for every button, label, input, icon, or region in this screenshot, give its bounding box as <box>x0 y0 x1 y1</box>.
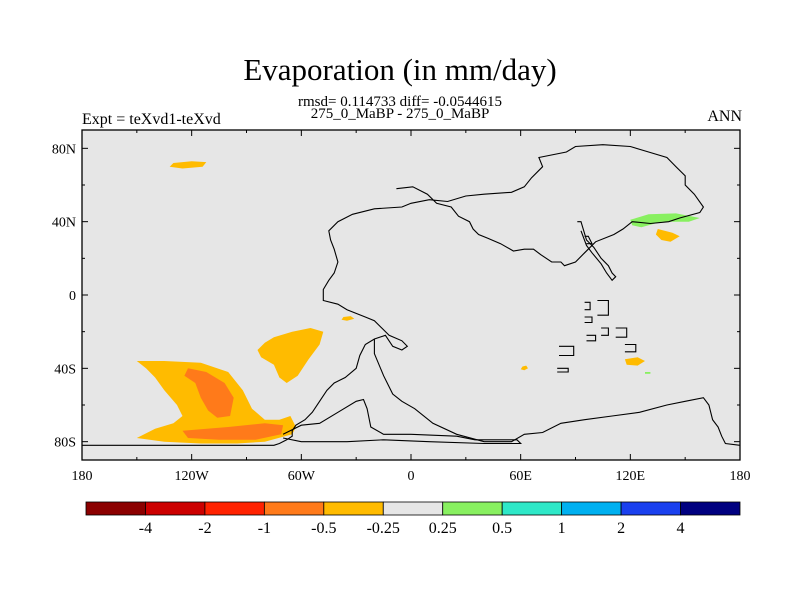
contour-region-3 <box>341 316 355 321</box>
coastline-12 <box>584 235 593 245</box>
colorbar-label: 0.5 <box>492 520 512 537</box>
colorbar-label: -2 <box>198 520 211 537</box>
colorbar-swatch <box>145 501 206 516</box>
colorbar-label: 4 <box>677 520 685 537</box>
contour-region-4 <box>184 368 234 418</box>
colorbar-label: 2 <box>617 520 625 537</box>
coastline-2 <box>282 398 523 445</box>
colorbar-swatch <box>501 501 563 516</box>
colorbar-swatch <box>323 501 384 516</box>
colorbar-swatch <box>204 501 265 516</box>
chart-subtitle: rmsd= 0.114733 diff= -0.0544615 <box>298 94 502 110</box>
x-tick-label: 60W <box>288 469 316 484</box>
colorbar-label: -0.5 <box>311 520 336 537</box>
x-tick-label: 180 <box>72 469 93 484</box>
colorbar-swatch <box>263 501 325 516</box>
colorbar-label: -4 <box>139 520 152 537</box>
coastline-10 <box>586 334 597 342</box>
colorbar-label: 1 <box>558 520 566 537</box>
colorbar-label: -0.25 <box>367 520 400 537</box>
colorbar-swatch <box>85 501 146 516</box>
colorbar-swatch <box>561 501 622 516</box>
colorbar-swatch <box>382 501 444 516</box>
contour-region-5 <box>182 423 284 440</box>
coastline-3 <box>559 345 575 357</box>
contour-region-2 <box>257 328 324 383</box>
colorbar-swatch <box>442 501 503 516</box>
contour-region-6 <box>520 365 528 371</box>
coastline-6 <box>597 299 609 316</box>
colorbar-swatch <box>680 501 741 516</box>
experiment-label: Expt = teXvd1-teXvd <box>82 111 221 128</box>
x-tick-label: 120W <box>175 469 210 484</box>
center-label: 275_0_MaBP - 275_0_MaBP <box>310 106 490 122</box>
contour-region-0 <box>169 161 207 169</box>
coastline-9 <box>624 343 637 353</box>
y-tick-label: 40N <box>52 216 76 231</box>
x-tick-label: 180 <box>730 469 751 484</box>
y-tick-label: 40S <box>54 362 76 377</box>
y-tick-label: 80N <box>52 142 76 157</box>
contour-region-10 <box>655 229 680 242</box>
colorbar-swatch <box>620 501 681 516</box>
season-label: ANN <box>707 108 742 125</box>
coastline-13 <box>557 367 569 373</box>
coastline-0 <box>82 144 705 446</box>
x-tick-label: 120E <box>616 469 646 484</box>
y-tick-label: 80S <box>54 436 76 451</box>
colorbar-label: 0.25 <box>429 520 457 537</box>
contour-region-7 <box>624 357 645 366</box>
coastline-4 <box>584 301 591 311</box>
coastline-5 <box>584 316 593 324</box>
x-tick-label: 0 <box>408 469 415 484</box>
coastline-1 <box>373 339 741 446</box>
chart-title: Evaporation (in mm/day) <box>243 52 557 87</box>
coastline-8 <box>615 327 628 338</box>
y-tick-label: 0 <box>69 289 76 304</box>
coastline-7 <box>601 327 609 336</box>
colorbar-label: -1 <box>258 520 271 537</box>
contour-region-8 <box>645 372 651 374</box>
coastline-11 <box>577 221 617 282</box>
x-tick-label: 60E <box>509 469 532 484</box>
